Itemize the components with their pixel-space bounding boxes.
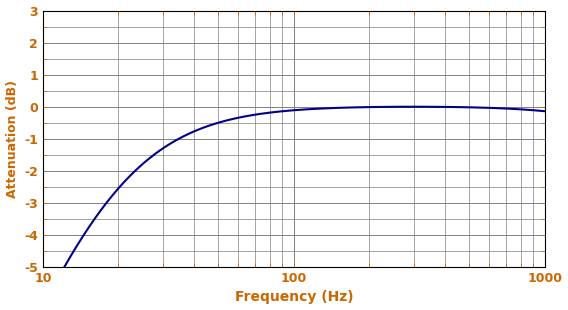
X-axis label: Frequency (Hz): Frequency (Hz) (235, 290, 353, 304)
Y-axis label: Attenuation (dB): Attenuation (dB) (6, 80, 19, 198)
